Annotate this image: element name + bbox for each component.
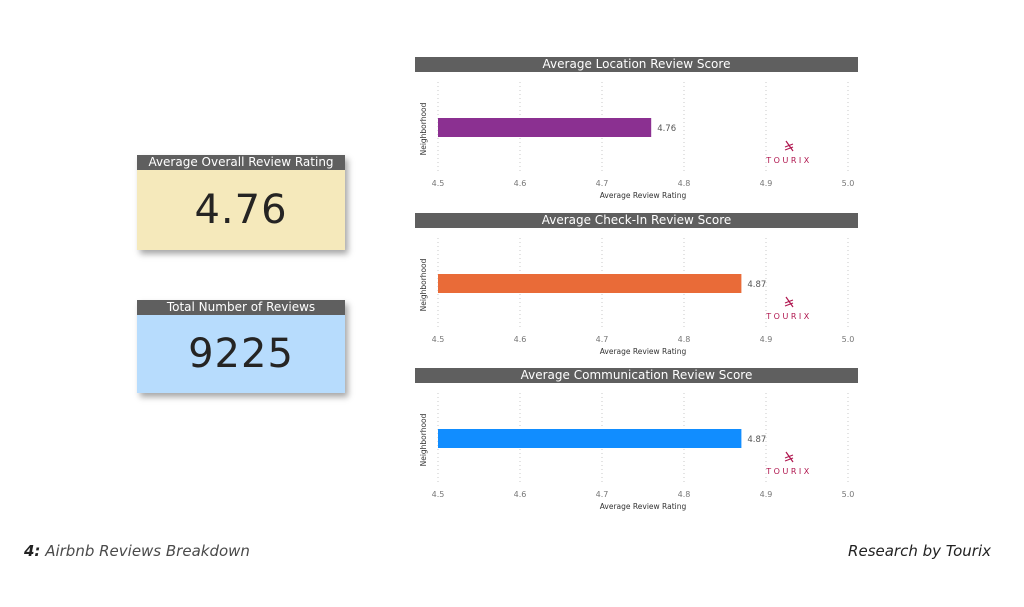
kpi-title: Average Overall Review Rating: [137, 155, 345, 170]
y-axis-title: Neighborhood: [419, 413, 428, 466]
x-tick-label: 4.5: [432, 490, 445, 499]
x-tick-label: 5.0: [842, 179, 855, 188]
x-tick-label: 4.8: [678, 490, 691, 499]
x-axis-title: Average Review Rating: [600, 191, 687, 200]
logo-stroke: [785, 451, 794, 463]
kpi-value: 4.76: [137, 170, 345, 250]
kpi-title: Total Number of Reviews: [137, 300, 345, 315]
kpi-card-total-reviews: Total Number of Reviews 9225: [137, 300, 345, 393]
chart-title: Average Check-In Review Score: [415, 213, 858, 228]
caption-text: Airbnb Reviews Breakdown: [40, 542, 250, 560]
chart-title: Average Location Review Score: [415, 57, 858, 72]
figure-number: 4:: [24, 542, 41, 560]
chart-checkin-score: Average Check-In Review Score 4.5 4.6 4.7 4…: [415, 213, 858, 373]
x-tick-label: 4.7: [596, 335, 609, 344]
tourix-watermark-text: TOURIX: [765, 312, 811, 321]
chart-svg: 4.5 4.6 4.7 4.8 4.9 5.0 4.76 Average Review Rat…: [419, 82, 855, 200]
bar: [438, 274, 742, 293]
logo-stroke: [784, 143, 794, 148]
data-label: 4.87: [747, 435, 766, 445]
chart-communication-score: Average Communication Review Score 4.5 4.…: [415, 368, 858, 528]
tourix-logo-icon: [784, 451, 794, 463]
x-tick-label: 4.6: [514, 490, 527, 499]
logo-stroke: [784, 454, 794, 459]
data-label: 4.87: [747, 280, 766, 290]
logo-stroke: [784, 302, 794, 307]
logo-stroke: [784, 457, 794, 462]
kpi-card-overall-rating: Average Overall Review Rating 4.76: [137, 155, 345, 250]
bar: [438, 118, 652, 137]
x-tick-label: 5.0: [842, 335, 855, 344]
tourix-watermark-text: TOURIX: [765, 156, 811, 165]
research-credit: Research by Tourix: [848, 542, 991, 560]
tourix-logo-icon: [784, 140, 794, 152]
logo-stroke: [785, 296, 794, 308]
x-tick-label: 4.5: [432, 335, 445, 344]
x-axis-title: Average Review Rating: [600, 347, 687, 356]
x-tick-label: 4.7: [596, 490, 609, 499]
chart-title: Average Communication Review Score: [415, 368, 858, 383]
y-axis-title: Neighborhood: [419, 258, 428, 311]
chart-svg: 4.5 4.6 4.7 4.8 4.9 5.0 4.87 Average Review Rat…: [419, 393, 855, 511]
x-tick-label: 4.9: [760, 490, 773, 499]
x-tick-label: 4.8: [678, 335, 691, 344]
kpi-value: 9225: [137, 315, 345, 393]
chart-svg: 4.5 4.6 4.7 4.8 4.9 5.0 4.87 Average Review Rat…: [419, 238, 855, 356]
figure-caption: 4: Airbnb Reviews Breakdown: [24, 542, 250, 560]
x-tick-label: 4.6: [514, 335, 527, 344]
bar: [438, 429, 742, 448]
logo-stroke: [784, 146, 794, 151]
x-tick-label: 4.9: [760, 335, 773, 344]
x-tick-label: 4.5: [432, 179, 445, 188]
x-tick-label: 4.8: [678, 179, 691, 188]
x-axis-title: Average Review Rating: [600, 502, 687, 511]
logo-stroke: [785, 140, 794, 152]
chart-location-score: Average Location Review Score 4.5 4.6 4.7 4…: [415, 57, 858, 217]
x-tick-label: 4.9: [760, 179, 773, 188]
x-tick-label: 4.7: [596, 179, 609, 188]
y-axis-title: Neighborhood: [419, 102, 428, 155]
x-tick-label: 4.6: [514, 179, 527, 188]
logo-stroke: [784, 299, 794, 304]
x-tick-label: 5.0: [842, 490, 855, 499]
tourix-watermark-text: TOURIX: [765, 467, 811, 476]
tourix-logo-icon: [784, 296, 794, 308]
data-label: 4.76: [657, 124, 676, 134]
